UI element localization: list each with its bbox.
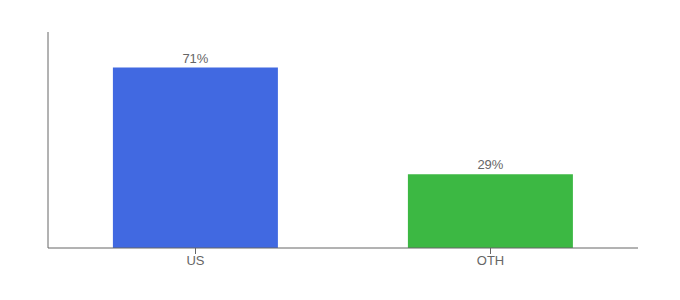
svg-text:US: US bbox=[186, 253, 204, 268]
svg-text:29%: 29% bbox=[477, 157, 503, 172]
svg-text:71%: 71% bbox=[182, 51, 208, 66]
svg-text:OTH: OTH bbox=[477, 253, 504, 268]
